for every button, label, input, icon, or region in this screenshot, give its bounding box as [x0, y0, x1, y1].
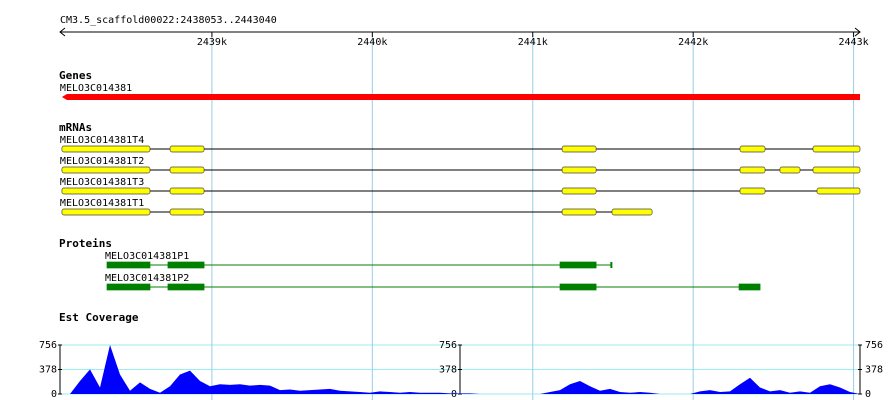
exon	[561, 187, 597, 195]
exon	[561, 166, 597, 174]
tick-label: 2440k	[357, 37, 387, 48]
feature-name: MELO3C014381T1	[60, 198, 144, 209]
gene-name: MELO3C014381	[60, 83, 132, 94]
y-tick-label: 0	[51, 389, 57, 400]
exon	[738, 283, 761, 291]
track-title: Proteins	[59, 237, 112, 250]
y-tick-label: 756	[39, 340, 57, 351]
exon	[167, 283, 205, 291]
tick-label: 2439k	[197, 37, 227, 48]
ruler-end	[59, 27, 861, 37]
exon	[559, 283, 597, 291]
y-tick-label: 378	[439, 365, 457, 376]
exon	[779, 166, 801, 174]
exon	[169, 166, 205, 174]
exon	[739, 166, 766, 174]
gene	[61, 94, 861, 100]
exon	[169, 208, 205, 216]
exon	[61, 187, 151, 195]
feature-name: MELO3C014381P2	[105, 273, 189, 284]
exon	[611, 208, 653, 216]
exon	[106, 261, 151, 269]
exon	[167, 261, 205, 269]
tick-label: 2441k	[518, 37, 548, 48]
exon	[106, 283, 151, 291]
exon	[816, 187, 861, 195]
exon	[812, 166, 861, 174]
y-tick-label: 0	[451, 389, 457, 400]
exon	[169, 187, 205, 195]
exon	[559, 261, 597, 269]
y-tick-label: 378	[865, 365, 883, 376]
exon	[61, 166, 151, 174]
feature-name: MELO3C014381T3	[60, 177, 144, 188]
y-tick-label: 756	[439, 340, 457, 351]
track-title: Est Coverage	[59, 311, 139, 324]
feature-name: MELO3C014381T2	[60, 156, 144, 167]
y-tick-label: 756	[865, 340, 883, 351]
feature-name: MELO3C014381T4	[60, 135, 144, 146]
exon	[561, 208, 597, 216]
exon	[739, 187, 766, 195]
exon	[61, 145, 151, 153]
tick-label: 2443k	[839, 37, 869, 48]
y-tick-label: 378	[39, 365, 57, 376]
exon	[169, 145, 205, 153]
feature-name: MELO3C014381P1	[105, 251, 189, 262]
track-title: Genes	[59, 69, 92, 82]
coverage-area	[60, 345, 860, 394]
exon	[561, 145, 597, 153]
tick-label: 2442k	[678, 37, 708, 48]
track-title: mRNAs	[59, 121, 92, 134]
y-tick-label: 0	[865, 389, 871, 400]
exon	[61, 208, 151, 216]
ruler-title: CM3.5_scaffold00022:2438053..2443040	[60, 15, 277, 26]
exon	[812, 145, 861, 153]
exon	[739, 145, 766, 153]
